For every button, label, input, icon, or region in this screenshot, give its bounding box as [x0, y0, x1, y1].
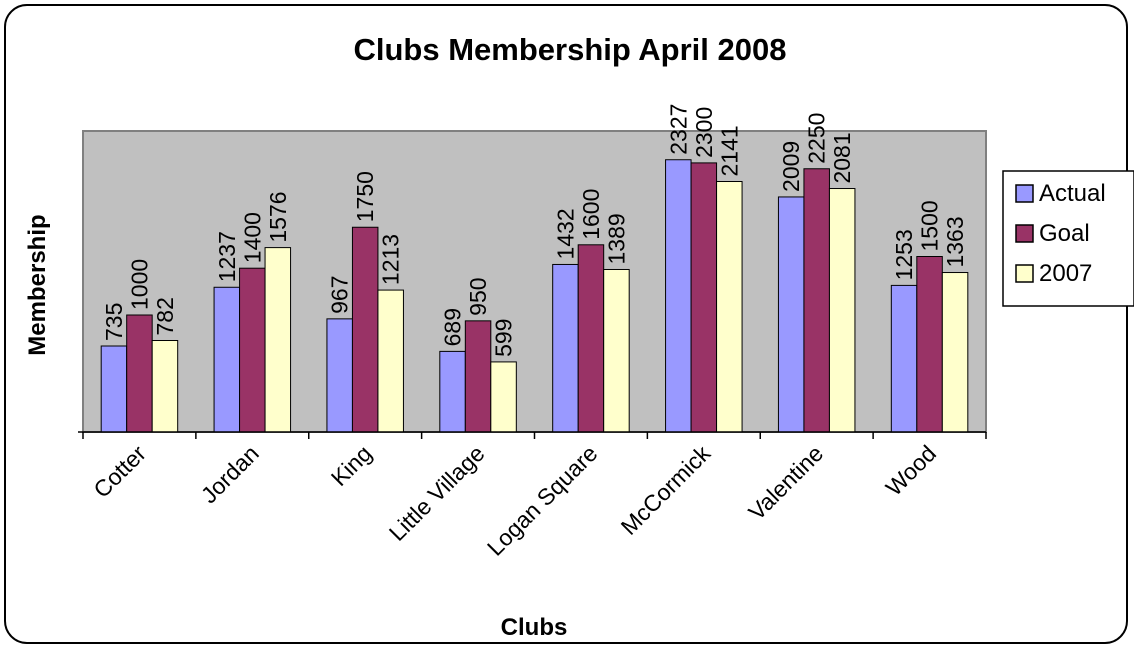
bar-2007-jordan [264, 247, 292, 433]
data-label-2007-king: 1213 [378, 234, 404, 285]
data-label-goal-cotter: 1000 [126, 259, 152, 310]
data-label-2007-little-village: 599 [491, 319, 517, 357]
bar-2007-logan-square [603, 268, 630, 433]
data-label-2007-jordan: 1576 [265, 191, 291, 242]
data-label-actual-cotter: 735 [101, 303, 127, 341]
data-label-actual-valentine: 2009 [778, 141, 804, 192]
bar-2007-valentine [828, 188, 856, 433]
data-label-goal-valentine: 2250 [804, 113, 830, 164]
data-label-goal-wood: 1500 [917, 200, 943, 251]
bars-group [100, 159, 969, 433]
bar-actual-jordan [213, 286, 241, 433]
x-axis-title: Clubs [501, 614, 568, 641]
data-label-goal-jordan: 1400 [239, 212, 265, 263]
bar-actual-king [326, 318, 353, 433]
legend: Actual Goal 2007 [1002, 170, 1134, 307]
legend-label-actual: Actual [1039, 180, 1106, 207]
data-label-actual-little-village: 689 [440, 308, 466, 346]
data-label-actual-jordan: 1237 [214, 231, 240, 282]
bar-goal-king [351, 226, 379, 433]
bar-goal-little-village [464, 320, 492, 433]
bar-2007-wood [941, 272, 969, 433]
data-label-goal-mccormick: 2300 [691, 107, 717, 158]
bar-2007-mccormick [716, 181, 743, 433]
data-label-2007-mccormick: 2141 [716, 125, 742, 176]
bar-actual-valentine [777, 196, 805, 433]
bar-goal-cotter [126, 314, 153, 433]
bar-2007-king [377, 289, 404, 433]
bar-actual-wood [890, 284, 918, 433]
data-label-actual-mccormick: 2327 [665, 104, 691, 155]
legend-label-goal: Goal [1039, 220, 1090, 247]
y-axis-title: Membership [24, 214, 51, 355]
bar-actual-little-village [439, 350, 466, 433]
data-label-2007-wood: 1363 [942, 216, 968, 267]
data-label-2007-logan-square: 1389 [603, 213, 629, 264]
bar-2007-cotter [151, 340, 179, 433]
data-label-goal-little-village: 950 [465, 277, 491, 315]
bar-goal-logan-square [577, 244, 605, 433]
data-label-actual-wood: 1253 [891, 229, 917, 280]
bar-goal-mccormick [690, 162, 718, 433]
data-label-actual-king: 967 [327, 275, 353, 313]
legend-swatch-actual [1015, 184, 1034, 203]
legend-swatch-2007 [1015, 264, 1034, 283]
bar-goal-wood [916, 256, 943, 433]
bar-goal-valentine [803, 168, 830, 433]
legend-swatch-goal [1015, 224, 1034, 243]
bar-2007-little-village [490, 361, 517, 433]
chart-title: Clubs Membership April 2008 [354, 32, 787, 67]
bar-actual-cotter [100, 345, 128, 433]
data-label-goal-logan-square: 1600 [578, 189, 604, 240]
data-label-actual-logan-square: 1432 [552, 208, 578, 259]
bar-goal-jordan [239, 267, 266, 433]
data-label-2007-valentine: 2081 [829, 132, 855, 183]
bar-actual-mccormick [665, 159, 692, 433]
data-label-goal-king: 1750 [352, 171, 378, 222]
legend-label-2007: 2007 [1039, 260, 1092, 287]
data-label-2007-cotter: 782 [152, 297, 178, 335]
bar-actual-logan-square [552, 263, 579, 433]
